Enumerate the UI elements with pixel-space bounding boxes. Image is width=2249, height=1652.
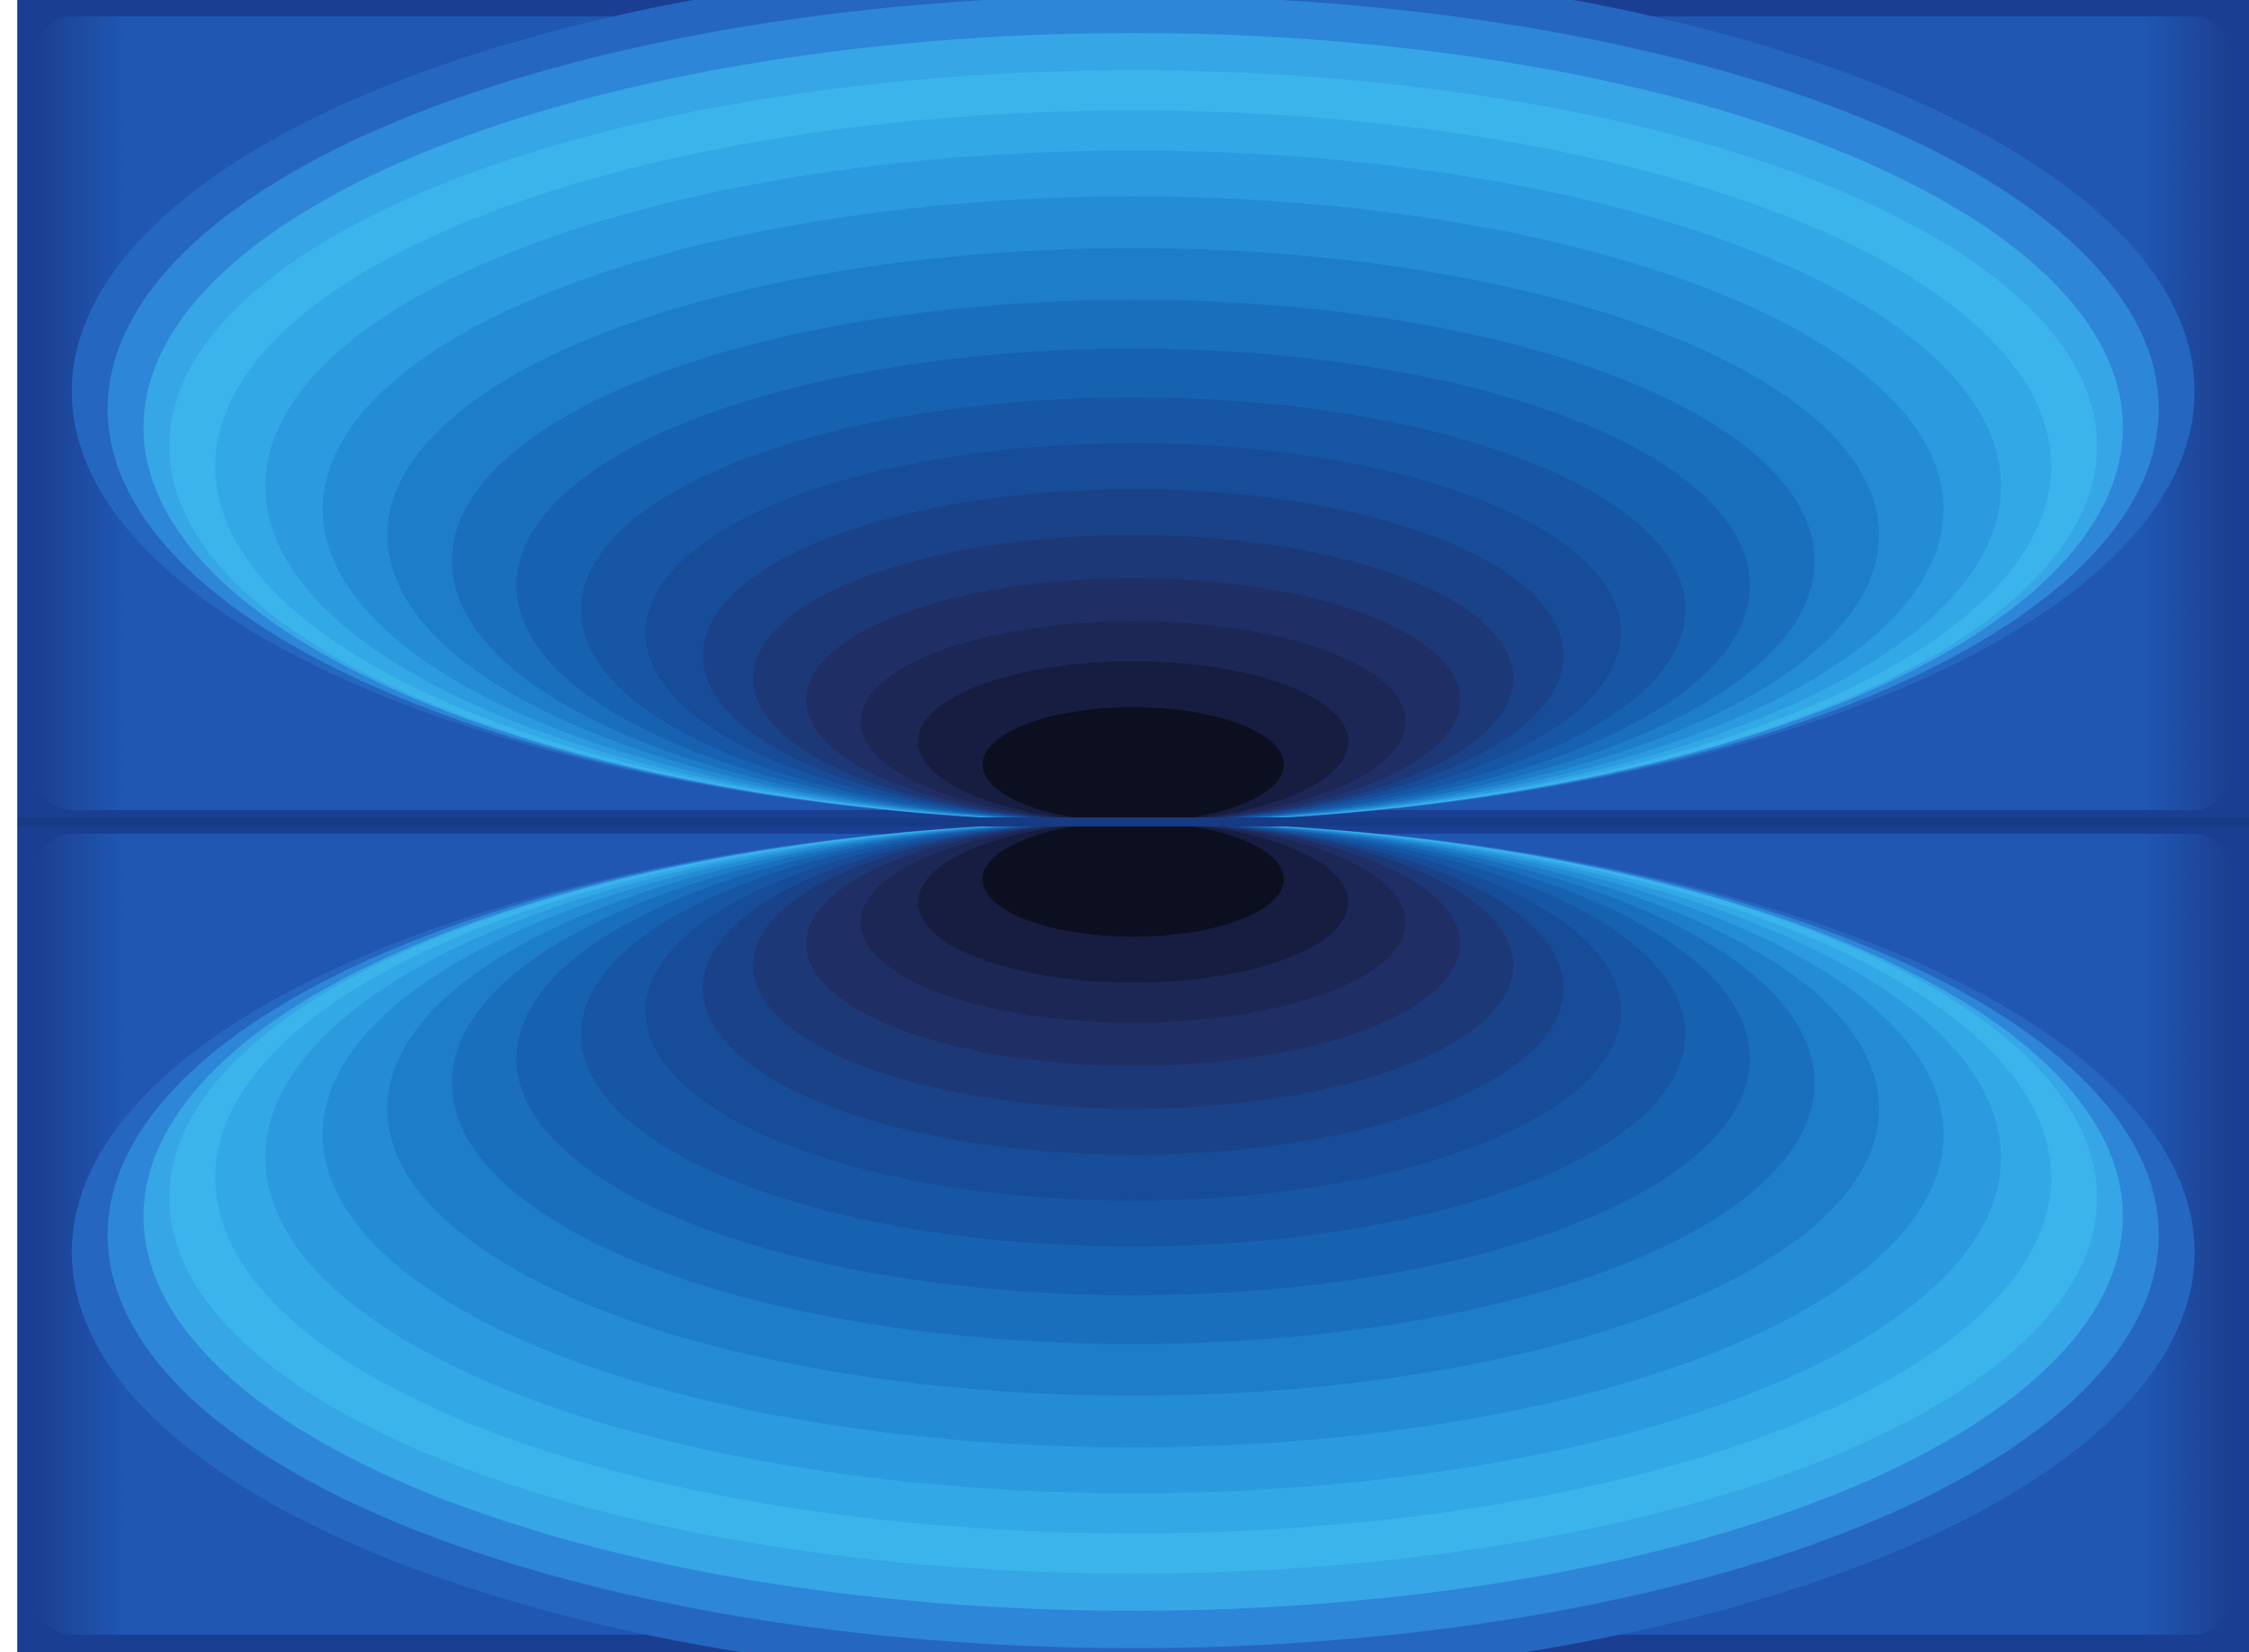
top-lobe — [72, 0, 2194, 822]
contour-band — [982, 706, 1284, 822]
left-margin — [0, 0, 17, 1652]
midline — [17, 817, 2249, 826]
contour-band — [982, 822, 1284, 937]
bottom-lobe — [72, 822, 2194, 1652]
